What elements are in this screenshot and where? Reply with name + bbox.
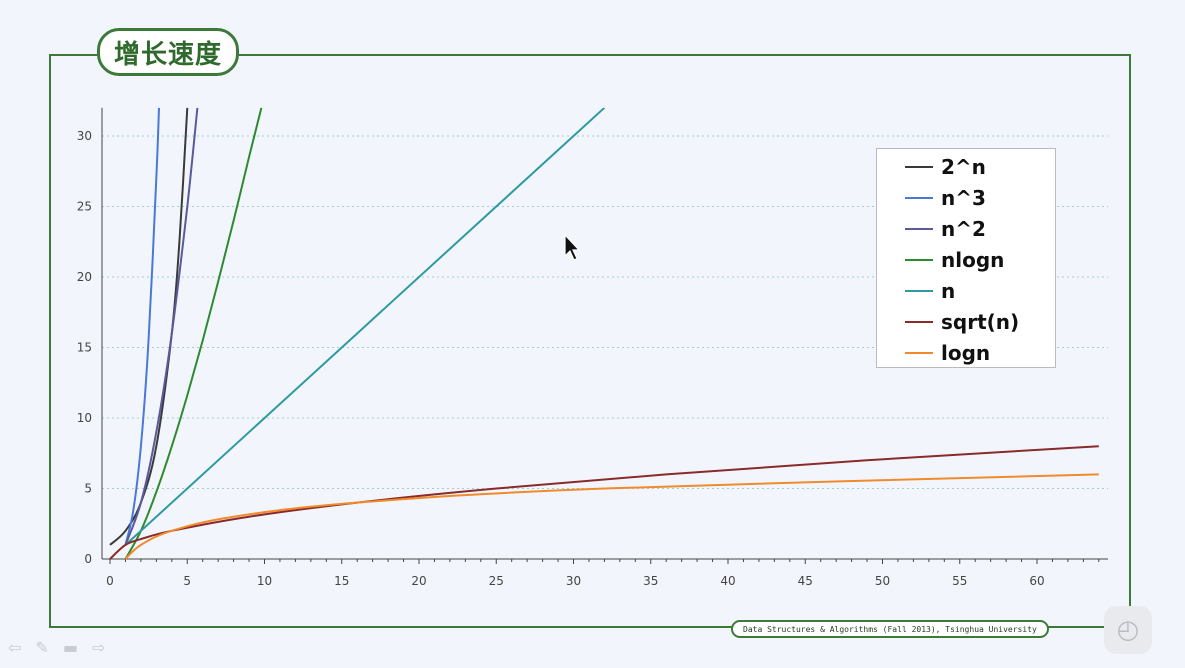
legend-swatch: [905, 258, 933, 261]
series-line-6: [124, 473, 1099, 560]
x-tick-label-0: 0: [106, 574, 114, 588]
x-tick-label-20: 20: [411, 574, 426, 588]
legend-item: logn: [905, 337, 990, 368]
legend-item: nlogn: [905, 244, 1004, 275]
chart-legend: 2^n n^3 n^2 nlogn n sqrt(n) logn: [876, 148, 1056, 368]
series-line-5: [109, 445, 1099, 560]
series-line-2: [124, 107, 199, 546]
legend-item: n^3: [905, 182, 986, 213]
y-tick-label-30: 30: [77, 129, 92, 143]
legend-item: n^2: [905, 213, 986, 244]
x-tick-label-60: 60: [1029, 574, 1044, 588]
series-line-3: [124, 107, 263, 560]
legend-label: n^3: [941, 185, 986, 210]
x-tick-label-45: 45: [798, 574, 813, 588]
legend-label: nlogn: [941, 247, 1005, 272]
next-arrow-icon[interactable]: ⇨: [91, 638, 106, 657]
legend-swatch: [905, 227, 933, 230]
slide-nav-toolbar: ⇦ ✎ ▬ ⇨: [8, 638, 105, 657]
y-tick-label-15: 15: [77, 341, 92, 355]
series-line-4: [124, 107, 606, 546]
legend-label: n: [941, 278, 956, 303]
legend-label: 2^n: [941, 154, 986, 179]
slide-frame: [49, 54, 1131, 628]
legend-label: n^2: [941, 216, 986, 241]
x-tick-label-15: 15: [334, 574, 349, 588]
pen-icon[interactable]: ✎: [35, 638, 49, 657]
mouse-cursor-icon: [564, 234, 581, 261]
y-tick-label-25: 25: [77, 200, 92, 214]
x-tick-label-35: 35: [643, 574, 658, 588]
legend-swatch: [905, 196, 933, 199]
legend-swatch: [905, 320, 933, 323]
x-tick-label-30: 30: [566, 574, 581, 588]
x-tick-label-50: 50: [875, 574, 890, 588]
x-tick-label-10: 10: [257, 574, 272, 588]
series-line-0: [109, 107, 189, 546]
prev-arrow-icon[interactable]: ⇦: [8, 638, 22, 657]
x-tick-label-40: 40: [720, 574, 735, 588]
x-tick-label-5: 5: [183, 574, 191, 588]
legend-swatch: [905, 165, 933, 168]
legend-label: sqrt(n): [941, 309, 1020, 334]
legend-item: 2^n: [905, 151, 986, 182]
y-tick-label-10: 10: [77, 411, 92, 425]
y-tick-label-20: 20: [77, 270, 92, 284]
menu-icon[interactable]: ▬: [62, 638, 78, 657]
legend-swatch: [905, 351, 933, 354]
series-line-1: [124, 107, 160, 546]
x-tick-label-55: 55: [952, 574, 967, 588]
legend-label: logn: [941, 340, 991, 365]
player-logo-icon[interactable]: ◴: [1104, 606, 1152, 654]
legend-swatch: [905, 289, 933, 292]
x-tick-label-25: 25: [489, 574, 504, 588]
slide-title: 增长速度: [97, 28, 240, 76]
legend-item: sqrt(n): [905, 306, 1019, 337]
legend-item: n: [905, 275, 955, 306]
y-tick-label-0: 0: [84, 552, 92, 566]
footer-course-label: Data Structures & Algorithms (Fall 2013)…: [731, 620, 1049, 638]
y-tick-label-5: 5: [84, 482, 92, 496]
